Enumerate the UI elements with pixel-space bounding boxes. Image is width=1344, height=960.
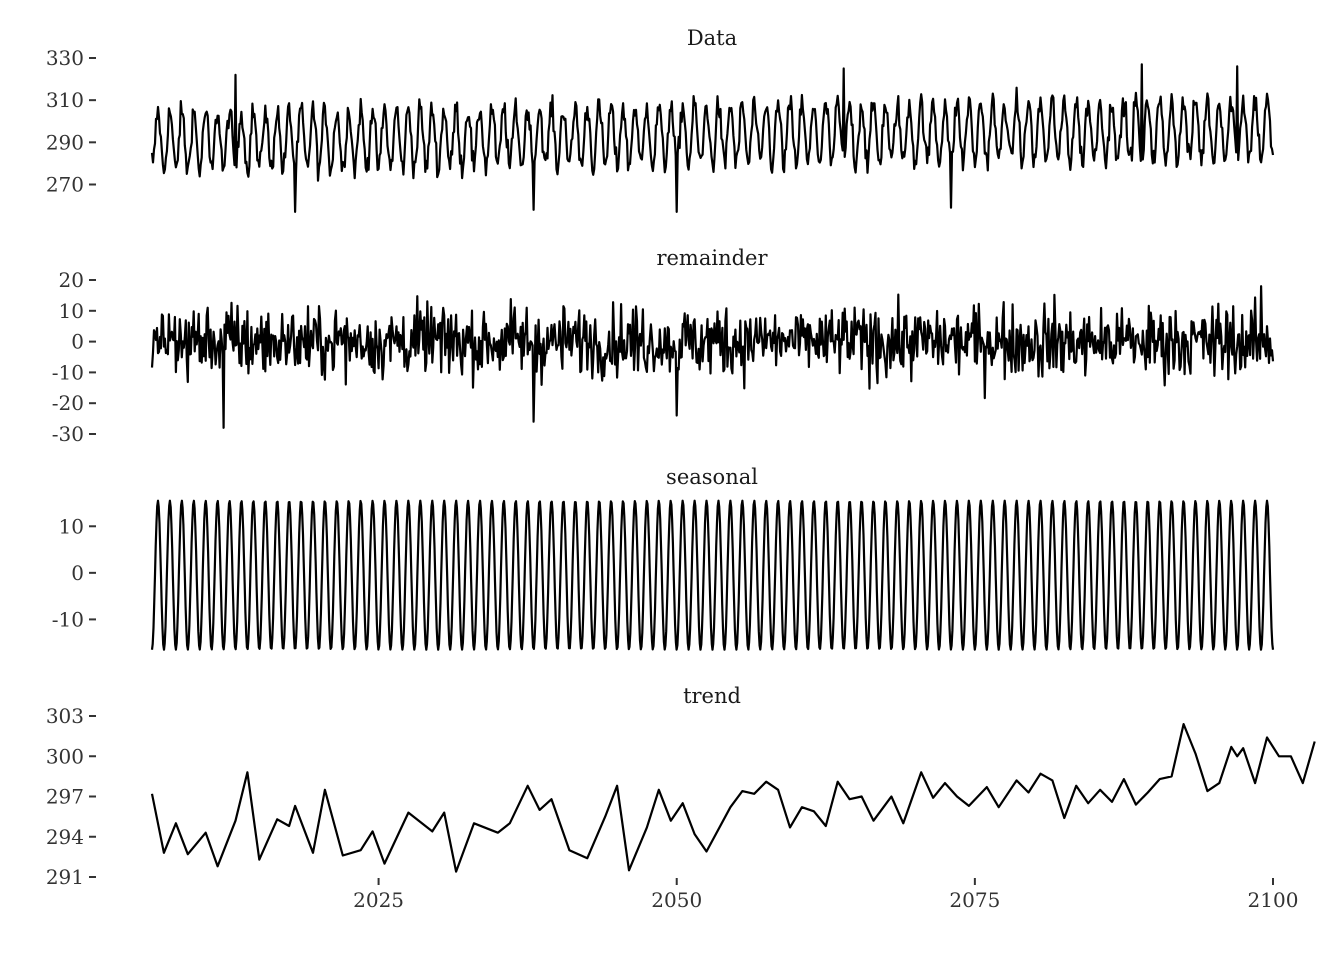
x-tick-label: 2050	[651, 888, 702, 912]
y-axis-trend: 291 294 297 300 303	[46, 704, 96, 889]
panel-title-trend: trend	[683, 684, 741, 708]
panel-title-remainder: remainder	[656, 246, 768, 270]
panel-trend: trend 291 294 297 300 303	[46, 684, 1316, 889]
y-tick-label: 297	[46, 785, 84, 809]
series-line-seasonal	[150, 499, 1275, 651]
y-tick-label: 10	[59, 299, 84, 323]
x-axis: 2025 2050 2075 2100	[353, 878, 1298, 912]
y-tick-label: 0	[71, 330, 84, 354]
y-tick-label: 310	[46, 88, 84, 112]
y-tick-label: 290	[46, 130, 84, 154]
x-tick-label: 2075	[949, 888, 1000, 912]
x-tick-label: 2100	[1248, 888, 1299, 912]
y-tick-label: 270	[46, 172, 84, 196]
y-tick-label: 0	[71, 561, 84, 585]
y-tick-label: -10	[52, 360, 84, 384]
y-tick-label: 294	[46, 825, 84, 849]
y-tick-label: 300	[46, 744, 84, 768]
y-tick-label: 10	[59, 514, 84, 538]
y-tick-label: 291	[46, 865, 84, 889]
panel-data: Data 270 290 310 330	[46, 26, 1275, 213]
y-tick-label: 20	[59, 268, 84, 292]
panel-seasonal: seasonal -10 0 10	[52, 465, 1275, 651]
y-tick-label: 303	[46, 704, 84, 728]
y-tick-label: 330	[46, 46, 84, 70]
series-line-data	[150, 63, 1275, 213]
series-line-remainder	[150, 285, 1275, 429]
y-tick-label: -20	[52, 391, 84, 415]
panel-title-data: Data	[687, 26, 737, 50]
panel-title-seasonal: seasonal	[666, 465, 758, 489]
panel-remainder: remainder -30 -20 -10 0 10 20	[52, 246, 1275, 446]
y-axis-data: 270 290 310 330	[46, 46, 96, 196]
x-tick-label: 2025	[353, 888, 404, 912]
y-tick-label: -10	[52, 607, 84, 631]
y-axis-remainder: -30 -20 -10 0 10 20	[52, 268, 96, 446]
y-tick-label: -30	[52, 422, 84, 446]
y-axis-seasonal: -10 0 10	[52, 514, 96, 631]
series-line-trend	[150, 723, 1316, 873]
